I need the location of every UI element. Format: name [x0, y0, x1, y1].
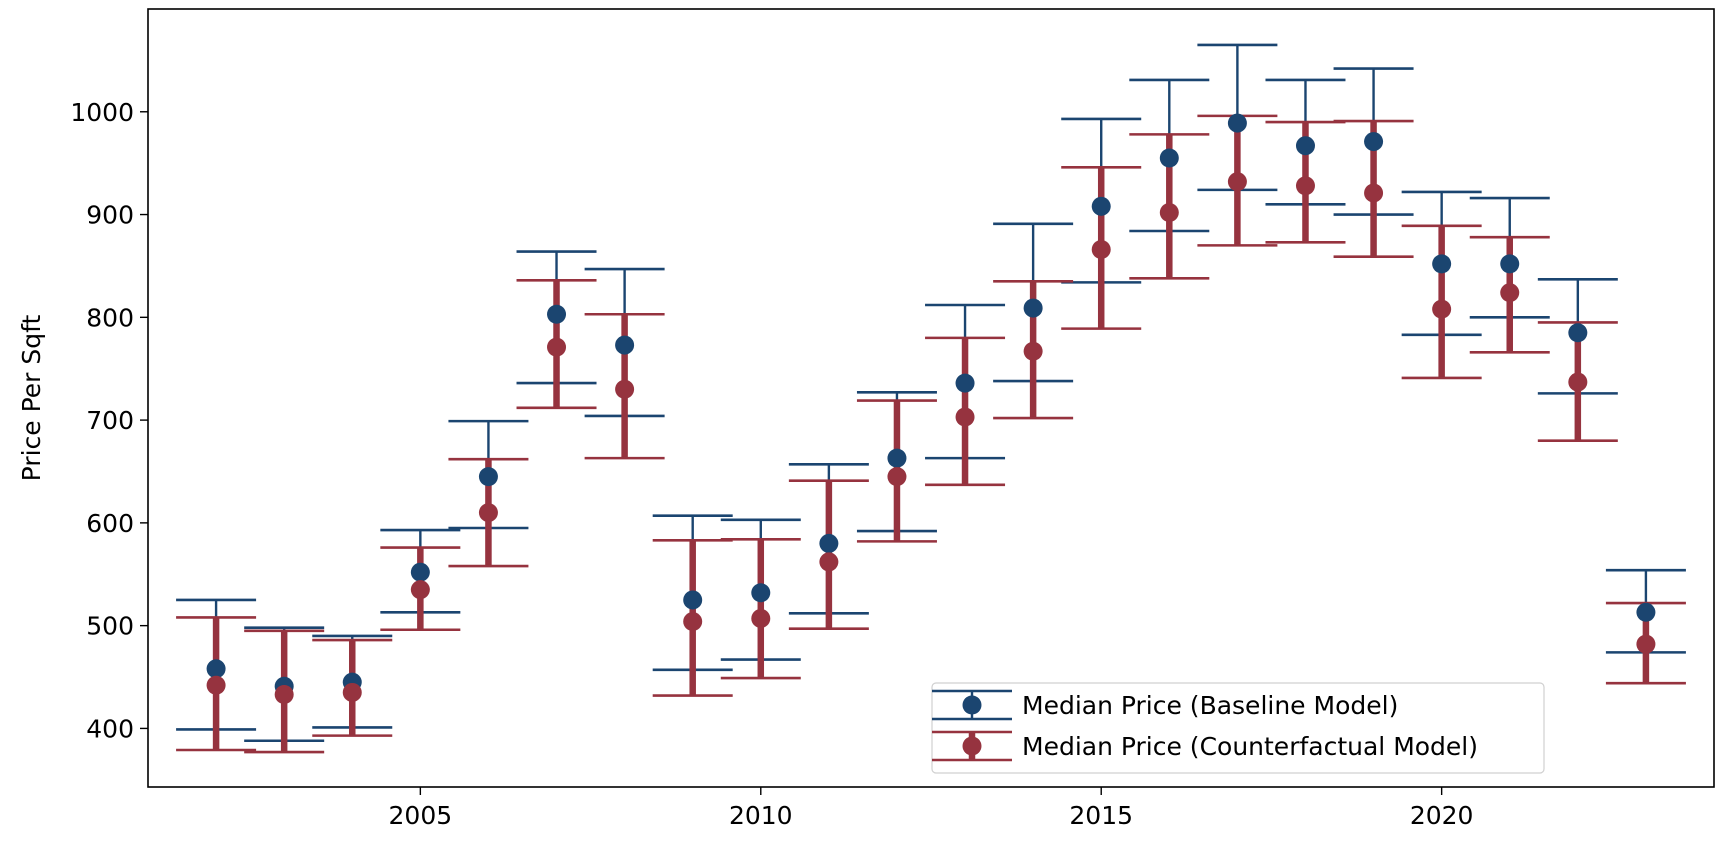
data-point [1159, 202, 1179, 222]
data-point [1364, 132, 1384, 152]
x-tick-label: 2010 [729, 801, 793, 830]
data-point [206, 659, 226, 679]
data-point [1295, 176, 1315, 196]
data-point [1500, 283, 1520, 303]
data-point [1091, 196, 1111, 216]
data-point [819, 533, 839, 553]
plot-frame [147, 8, 1715, 788]
data-point [1500, 254, 1520, 274]
data-point [683, 590, 703, 610]
data-point [1364, 183, 1384, 203]
legend-label-counterfactual: Median Price (Counterfactual Model) [1022, 732, 1478, 761]
y-axis-ticks: 400 500 600 700 800 900 1000 [70, 98, 148, 743]
legend-box [931, 682, 1545, 774]
data-point [410, 562, 430, 582]
data-point [547, 304, 567, 324]
y-tick-label: 800 [86, 303, 134, 332]
data-point [1432, 254, 1452, 274]
x-axis-ticks: 2005 2010 2015 2020 [389, 787, 1474, 830]
data-point [955, 373, 975, 393]
data-point [615, 379, 635, 399]
y-tick-label: 900 [86, 201, 134, 230]
data-point [683, 612, 703, 632]
data-point [1432, 299, 1452, 319]
data-point [274, 685, 294, 705]
data-point [887, 448, 907, 468]
y-tick-label: 400 [86, 714, 134, 743]
y-tick-label: 600 [86, 509, 134, 538]
data-point [1295, 136, 1315, 156]
legend-marker-counterfactual [932, 730, 1012, 762]
data-point [206, 675, 226, 695]
y-tick-label: 700 [86, 406, 134, 435]
data-point [1227, 113, 1247, 133]
y-tick-label: 500 [86, 612, 134, 641]
data-point [478, 503, 498, 523]
data-point [1568, 372, 1588, 392]
data-point [478, 467, 498, 487]
data-point [887, 467, 907, 487]
legend-label-baseline: Median Price (Baseline Model) [1022, 691, 1398, 720]
x-tick-label: 2015 [1069, 801, 1133, 830]
data-point [751, 608, 771, 628]
legend-item-baseline: Median Price (Baseline Model) [932, 689, 1398, 721]
legend-marker-baseline [932, 689, 1012, 721]
legend-item-counterfactual: Median Price (Counterfactual Model) [932, 730, 1478, 762]
data-point [342, 682, 362, 702]
data-point [615, 335, 635, 355]
data-point [1636, 602, 1656, 622]
data-point [1159, 148, 1179, 168]
plot-area [176, 43, 1686, 754]
data-point [955, 407, 975, 427]
data-point [751, 583, 771, 603]
y-tick-label: 1000 [70, 98, 134, 127]
data-point [1636, 634, 1656, 654]
x-tick-label: 2020 [1410, 801, 1474, 830]
legend-marker-point [962, 695, 982, 715]
y-axis-label: Price Per Sqft [17, 314, 46, 481]
series-counterfactual-points [206, 172, 1656, 705]
data-point [547, 337, 567, 357]
data-point [1568, 323, 1588, 343]
data-point [1023, 341, 1043, 361]
data-point [410, 580, 430, 600]
data-point [1091, 239, 1111, 259]
data-point [1227, 172, 1247, 192]
legend: Median Price (Baseline Model) Median Pri… [931, 682, 1545, 774]
data-point [819, 552, 839, 572]
x-tick-label: 2005 [389, 801, 453, 830]
legend-marker-point [962, 736, 982, 756]
data-point [1023, 298, 1043, 318]
